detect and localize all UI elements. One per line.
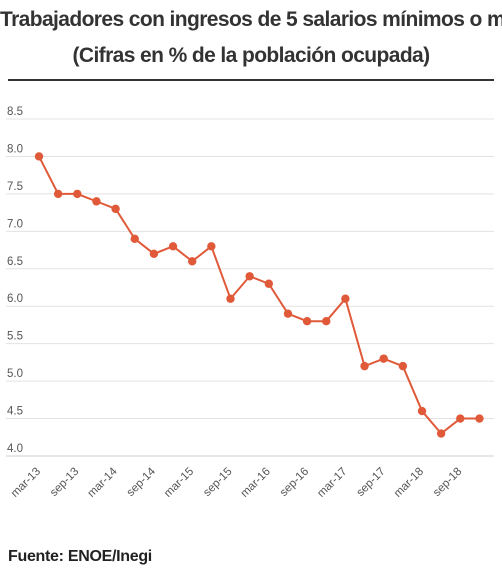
y-tick-label: 7.0 bbox=[7, 218, 23, 230]
data-point bbox=[149, 249, 159, 258]
x-tick-label: mar-15 bbox=[162, 466, 196, 500]
x-tick-label: sep-14 bbox=[125, 465, 159, 499]
y-tick-label: 5.0 bbox=[7, 368, 23, 380]
data-point bbox=[322, 317, 331, 326]
source-note: Fuente: ENOE/Inegi bbox=[8, 548, 152, 565]
title-divider bbox=[8, 79, 494, 81]
x-tick-label: mar-18 bbox=[392, 466, 426, 500]
data-point bbox=[168, 242, 178, 251]
data-point bbox=[92, 197, 101, 206]
y-tick-label: 4.5 bbox=[7, 406, 23, 418]
data-point bbox=[53, 189, 63, 199]
data-point bbox=[264, 279, 273, 288]
data-point bbox=[302, 317, 312, 326]
line-chart: 4.04.55.05.56.06.57.07.58.08.5 mar-13 sep… bbox=[6, 106, 494, 500]
series-line bbox=[38, 155, 480, 435]
x-tick-label: sep-17 bbox=[354, 466, 387, 499]
y-tick-label: 4.0 bbox=[7, 443, 23, 455]
chart-title: Trabajadores con ingresos de 5 salarios … bbox=[0, 8, 502, 31]
y-tick-label: 5.5 bbox=[7, 331, 23, 343]
data-point bbox=[130, 234, 139, 244]
y-tick-label: 8.5 bbox=[7, 106, 23, 118]
data-point bbox=[341, 294, 350, 303]
data-point bbox=[436, 429, 446, 438]
y-axis-ticks: 4.0 4.5 5.0 5.5 6.0 6.5 7.0 7.5 8.0 8.5 bbox=[7, 106, 23, 455]
data-points bbox=[34, 152, 484, 438]
data-point bbox=[475, 414, 484, 423]
data-point bbox=[379, 354, 388, 363]
data-point bbox=[111, 204, 120, 214]
data-point bbox=[207, 242, 216, 251]
chart-subtitle: (Cifras en % de la población ocupada) bbox=[72, 44, 430, 67]
x-tick-label: sep-16 bbox=[278, 466, 311, 499]
data-point bbox=[398, 361, 408, 371]
x-tick-label: mar-16 bbox=[239, 466, 273, 500]
data-point bbox=[245, 272, 254, 281]
data-point bbox=[456, 414, 465, 423]
data-point bbox=[360, 361, 369, 371]
data-point bbox=[188, 257, 197, 266]
data-point bbox=[283, 309, 293, 318]
x-tick-label: sep-18 bbox=[431, 466, 464, 499]
y-tick-label: 6.5 bbox=[7, 256, 23, 268]
x-tick-label: mar-14 bbox=[85, 465, 120, 500]
x-tick-label: mar-13 bbox=[9, 466, 43, 500]
y-tick-label: 7.5 bbox=[7, 181, 23, 193]
x-tick-label: sep-13 bbox=[48, 466, 81, 499]
data-point bbox=[226, 294, 235, 303]
x-tick-label: mar-17 bbox=[315, 466, 349, 500]
x-axis-ticks: mar-13 sep-13 mar-14 sep-14 mar-15 sep-15 mar-… bbox=[9, 465, 465, 500]
data-point bbox=[34, 152, 44, 161]
y-tick-label: 8.0 bbox=[7, 143, 23, 155]
grid-lines bbox=[6, 118, 494, 457]
x-tick-label: sep-15 bbox=[201, 466, 234, 499]
data-point bbox=[417, 406, 427, 416]
data-point bbox=[73, 189, 82, 199]
y-tick-label: 6.0 bbox=[7, 293, 23, 305]
